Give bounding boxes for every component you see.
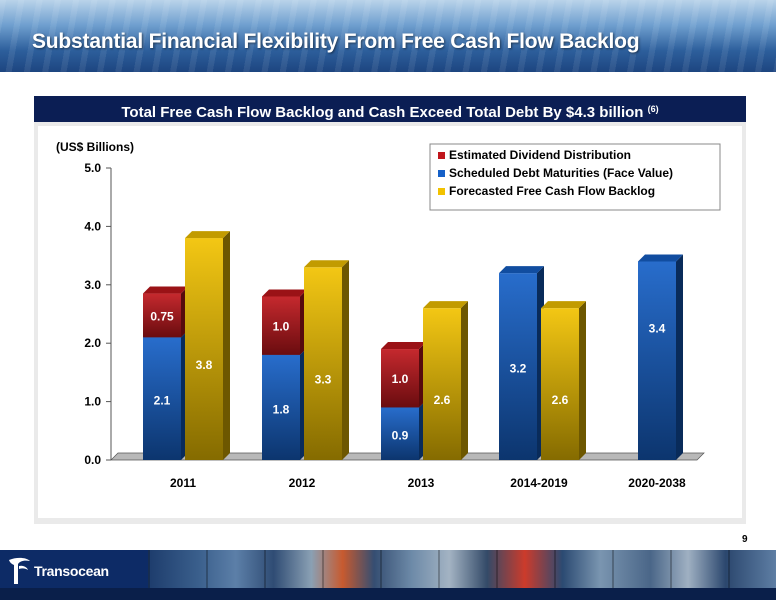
y-tick-label: 5.0 (84, 161, 101, 175)
dividend-bar (381, 342, 426, 408)
x-category-label: 2020-2038 (628, 476, 686, 490)
legend-box (429, 143, 721, 211)
fcf-backlog-label: 3.8 (196, 358, 213, 372)
legend-swatch (438, 152, 445, 159)
dividend-label: 1.0 (392, 372, 409, 386)
fcf-backlog-bar (541, 301, 586, 460)
dividend-label: 1.0 (273, 320, 290, 334)
y-tick-label: 3.0 (84, 278, 101, 292)
legend-label: Forecasted Free Cash Flow Backlog (449, 184, 655, 198)
x-category-label: 2014-2019 (510, 476, 568, 490)
y-tick-label: 4.0 (84, 219, 101, 233)
footer-banner: Transocean (0, 550, 776, 600)
dividend-label: 0.75 (150, 309, 174, 323)
y-tick-label: 2.0 (84, 336, 101, 350)
x-category-label: 2012 (289, 476, 316, 490)
fcf-backlog-bar (304, 260, 349, 460)
debt-maturity-bar (499, 266, 544, 460)
plot-area: 0.0 1.0 2.0 3.0 4.0 5.0 (US$ Billions) 2.1 0.75 3… (38, 126, 742, 518)
debt-maturity-label: 0.9 (392, 429, 409, 443)
page-number: 9 (742, 534, 748, 545)
chart-subtitle-bar: Total Free Cash Flow Backlog and Cash Ex… (34, 96, 746, 122)
x-category-label: 2011 (170, 476, 196, 490)
footnote-reference: (6) (647, 104, 659, 114)
footer-bar (0, 588, 776, 600)
footer-photo-strip (148, 550, 776, 588)
fcf-backlog-label: 3.3 (315, 373, 332, 387)
fcf-backlog-bar (423, 301, 468, 460)
header-banner: Substantial Financial Flexibility From F… (0, 0, 776, 72)
transocean-logo-icon (9, 557, 30, 584)
debt-maturity-label: 3.2 (510, 362, 527, 376)
legend-label: Scheduled Debt Maturities (Face Value) (449, 166, 673, 180)
debt-maturity-label: 3.4 (649, 322, 666, 336)
fcf-backlog-label: 2.6 (552, 393, 569, 407)
legend-swatch (438, 188, 445, 195)
debt-maturity-label: 1.8 (273, 402, 290, 416)
y-tick-label: 0.0 (84, 453, 101, 467)
debt-maturity-bar (638, 254, 683, 460)
bar-chart: 0.0 1.0 2.0 3.0 4.0 5.0 (US$ Billions) 2.1 0.75 3… (56, 140, 721, 490)
y-tick-label: 1.0 (84, 395, 101, 409)
fcf-backlog-label: 2.6 (434, 393, 451, 407)
logo-text: Transocean (34, 563, 109, 579)
dividend-bar (262, 289, 307, 355)
x-category-label: 2013 (408, 476, 435, 490)
unit-label: (US$ Billions) (56, 140, 134, 154)
legend-label: Estimated Dividend Distribution (449, 148, 631, 162)
fcf-backlog-bar (185, 231, 230, 460)
debt-maturity-label: 2.1 (154, 394, 171, 408)
company-logo: Transocean (6, 556, 109, 586)
chart-subtitle: Total Free Cash Flow Backlog and Cash Ex… (121, 104, 644, 121)
page-title: Substantial Financial Flexibility From F… (32, 30, 640, 53)
legend-swatch (438, 170, 445, 177)
debt-maturity-bar (381, 400, 426, 460)
